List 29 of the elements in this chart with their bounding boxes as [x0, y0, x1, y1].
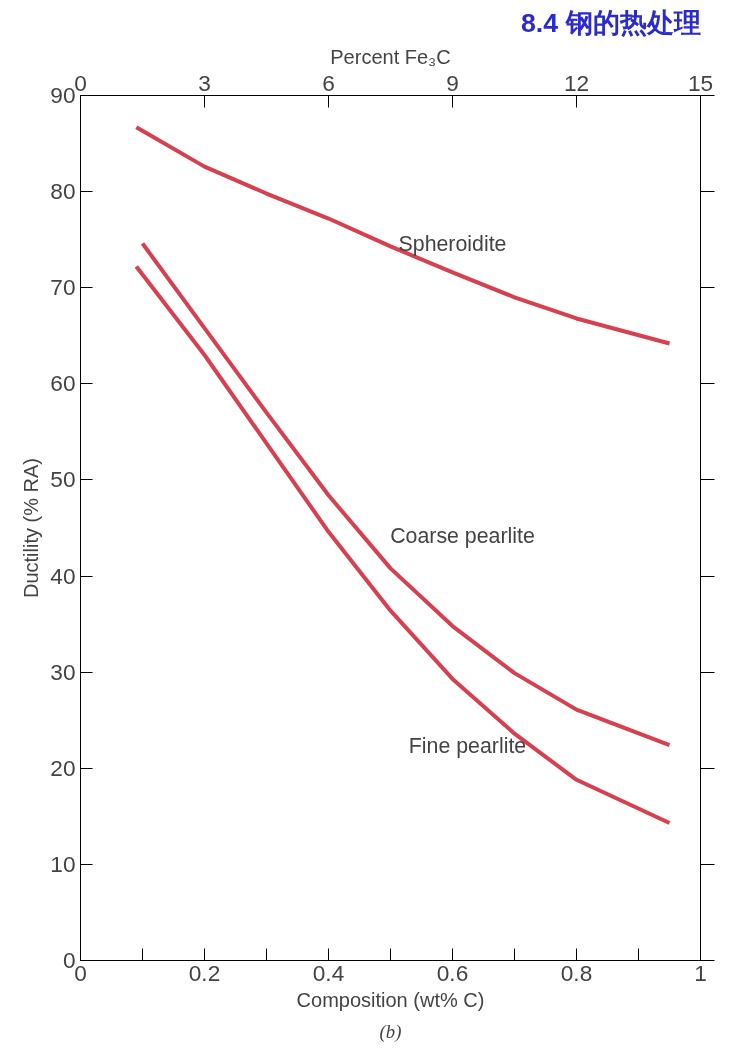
text: (b) [379, 1020, 402, 1043]
y-tick-label: 10 [50, 850, 76, 877]
x-tick-label: 0.2 [188, 959, 221, 986]
x-tick-label: 0.6 [436, 959, 469, 986]
y-tick-label: 30 [50, 658, 76, 685]
y-tick-label: 90 [50, 82, 76, 108]
series-label: Spheroidite [398, 232, 507, 257]
x2-tick-label: 9 [446, 69, 459, 96]
series-label: Fine pearlite [408, 733, 527, 758]
y-tick-label: 40 [50, 562, 76, 589]
y-tick-label: 20 [50, 754, 76, 781]
chart-title: 8.4 钢的热处理 [521, 7, 701, 38]
x2-tick-label: 6 [322, 69, 335, 96]
line-series [134, 125, 672, 346]
series-label: Coarse pearlite [390, 524, 535, 549]
x2-tick-label: 15 [687, 69, 714, 96]
x2-tick-label: 12 [563, 69, 590, 96]
x-tick-label: 0.8 [560, 959, 593, 986]
y-tick-label: 60 [50, 370, 76, 397]
x2-tick-label: 3 [198, 69, 211, 96]
y-tick-label: 80 [50, 178, 76, 205]
x-tick-label: 0.4 [312, 959, 345, 986]
x2-axis-title: Percent Fe₃C [330, 45, 451, 68]
y-axis-title: Ductility (% RA) [20, 457, 43, 598]
x-tick-label: 1 [694, 959, 707, 986]
line-series [134, 264, 672, 826]
y-tick-label: 50 [50, 466, 76, 493]
y-tick-label: 70 [50, 274, 76, 301]
x-axis-title: Composition (wt% C) [296, 988, 485, 1011]
